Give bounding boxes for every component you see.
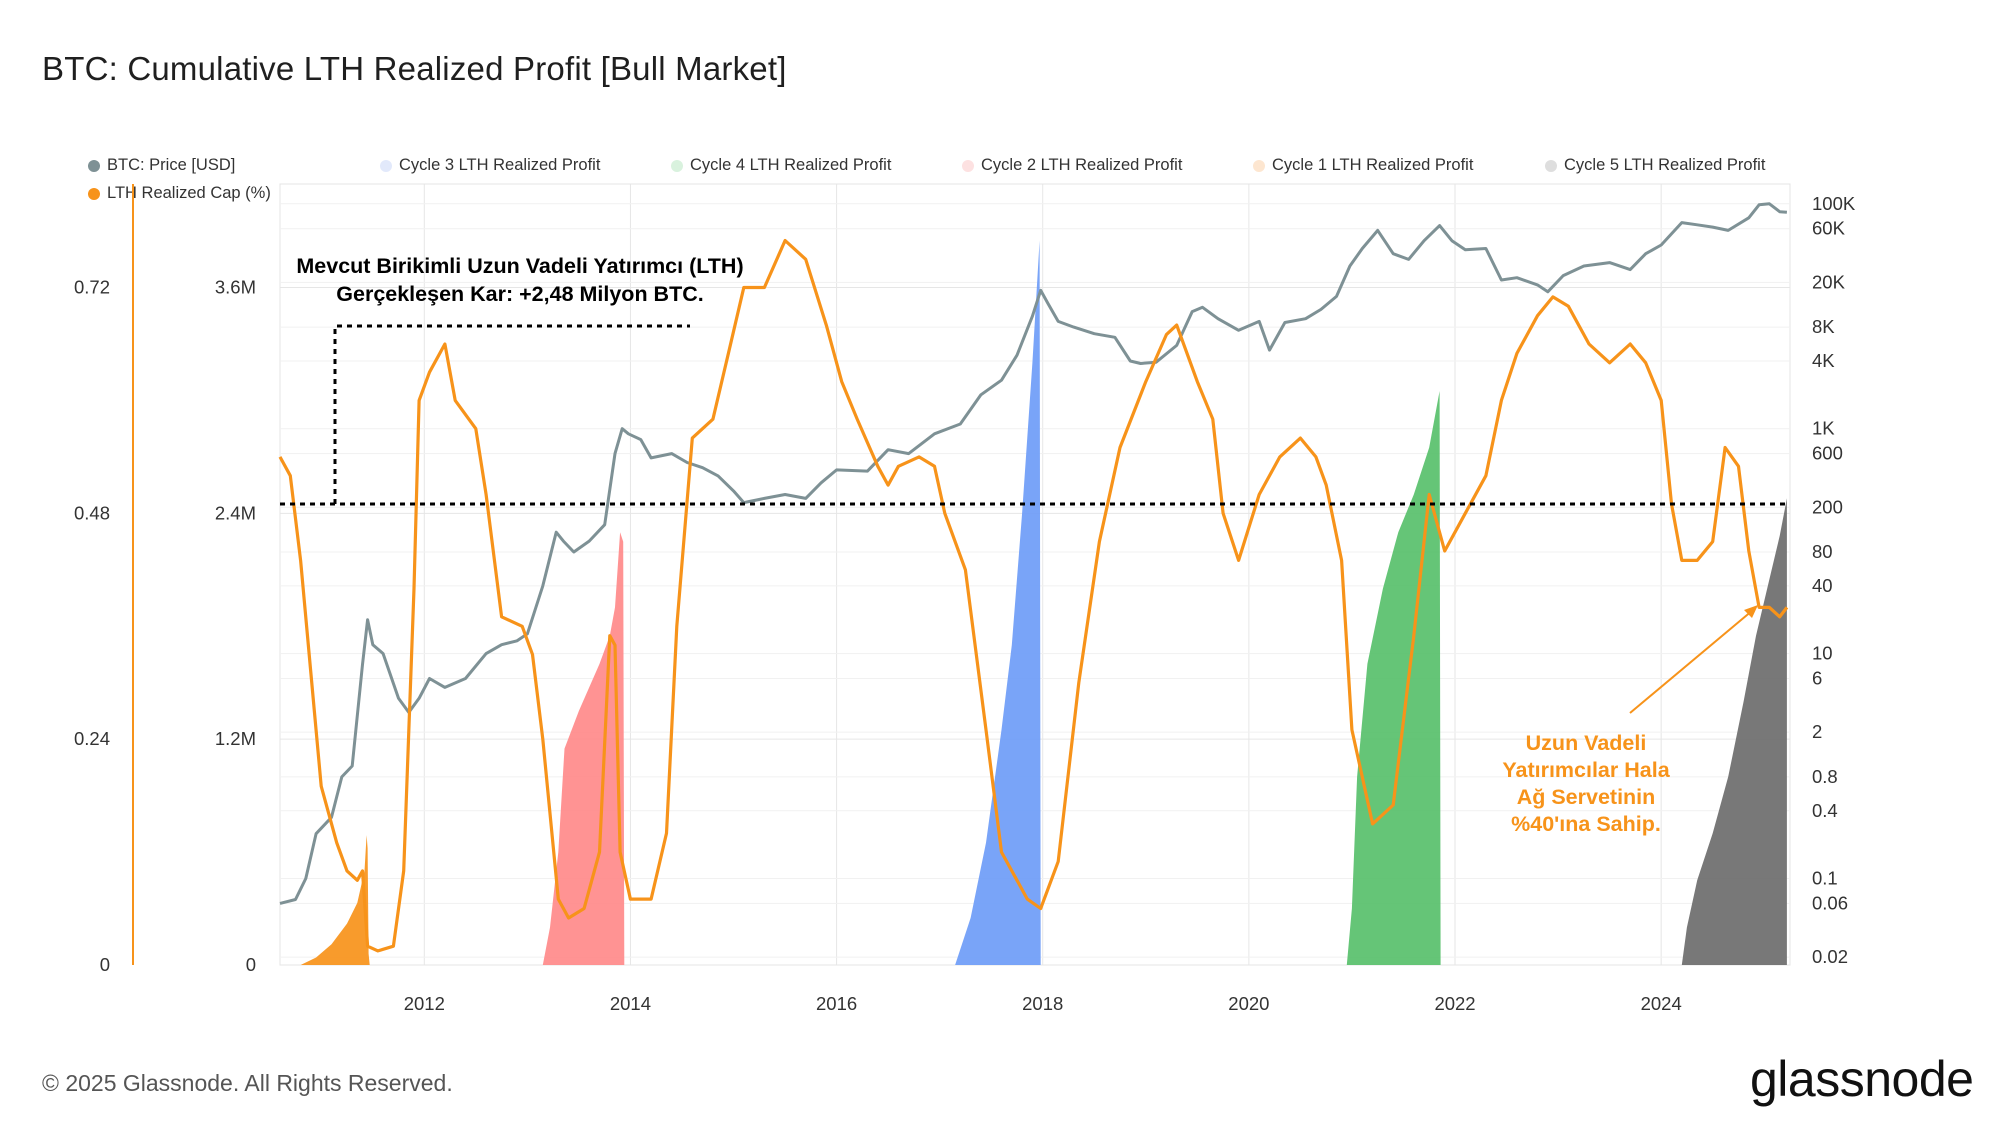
- lth-cap-line: [278, 238, 1789, 953]
- legend-label: Cycle 3 LTH Realized Profit: [399, 156, 601, 174]
- legend-dot-icon: [962, 159, 974, 172]
- price-tick-label: 2: [1812, 721, 1822, 742]
- annotation-orange-line3: Ağ Servetinin: [1517, 785, 1656, 809]
- legend-item-cycle5[interactable]: Cycle 5 LTH Realized Profit: [1545, 156, 1765, 175]
- legend-label: BTC: Price [USD]: [107, 156, 236, 174]
- price-tick-label: 1K: [1812, 418, 1835, 439]
- series-lines: [278, 202, 1789, 953]
- x-tick-label: 2022: [1434, 993, 1475, 1014]
- legend-item-price[interactable]: BTC: Price [USD]: [88, 156, 235, 175]
- price-tick-label: 0.8: [1812, 766, 1838, 787]
- price-tick-label: 0.1: [1812, 867, 1838, 888]
- copyright-footer: © 2025 Glassnode. All Rights Reserved.: [42, 1070, 453, 1096]
- legend-dot-icon: [88, 159, 100, 172]
- glassnode-logo[interactable]: glassnode: [1750, 1051, 1974, 1107]
- price-tick-label: 4K: [1812, 350, 1835, 371]
- price-tick-label: 60K: [1812, 218, 1846, 239]
- legend-item-cycle1[interactable]: Cycle 1 LTH Realized Profit: [1253, 156, 1473, 175]
- x-tick-label: 2014: [610, 993, 651, 1014]
- price-tick-label: 40: [1812, 575, 1833, 596]
- chart-title: BTC: Cumulative LTH Realized Profit [Bul…: [42, 50, 787, 87]
- x-tick-label: 2020: [1228, 993, 1269, 1014]
- legend-dot-icon: [88, 187, 100, 200]
- x-tick-label: 2018: [1022, 993, 1063, 1014]
- profit-area-3: [1346, 391, 1441, 965]
- price-tick-label: 100K: [1812, 193, 1856, 214]
- profit-area-4: [1681, 498, 1787, 965]
- x-tick-label: 2016: [816, 993, 857, 1014]
- legend-label: Cycle 2 LTH Realized Profit: [981, 156, 1183, 174]
- profit-area-1: [542, 532, 625, 965]
- legend-label: Cycle 5 LTH Realized Profit: [1564, 156, 1766, 174]
- profit-area-2: [955, 240, 1041, 965]
- price-tick-label: 600: [1812, 443, 1843, 464]
- price-tick-label: 8K: [1812, 316, 1835, 337]
- profit-areas: [300, 240, 1787, 965]
- axes: 2012 2014 2016 2018 2020 2022 2024 0 0.24 0.48 0.7…: [74, 193, 1856, 1014]
- legend-dot-icon: [1545, 159, 1557, 172]
- profit-tick-label: 2.4M: [215, 502, 256, 523]
- annotation-orange-line4: %40'ına Sahip.: [1511, 812, 1661, 836]
- annotation-bracket: [333, 324, 690, 504]
- legend-item-cycle4[interactable]: Cycle 4 LTH Realized Profit: [671, 156, 891, 175]
- legend-label: Cycle 1 LTH Realized Profit: [1272, 156, 1474, 174]
- x-tick-label: 2024: [1641, 993, 1682, 1014]
- annotation-orange-line1: Uzun Vadeli: [1526, 731, 1647, 755]
- x-tick-label: 2012: [404, 993, 445, 1014]
- legend-dot-icon: [1253, 159, 1265, 172]
- annotation-top-line1: Mevcut Birikimli Uzun Vadeli Yatırımcı (…: [296, 254, 743, 278]
- price-tick-label: 80: [1812, 541, 1833, 562]
- cap-tick-label: 0: [100, 954, 110, 975]
- price-tick-label: 0.4: [1812, 800, 1838, 821]
- price-tick-label: 200: [1812, 496, 1843, 517]
- arrow-head-icon: [1744, 605, 1758, 618]
- profit-tick-label: 3.6M: [215, 277, 256, 298]
- cap-tick-label: 0.72: [74, 277, 110, 298]
- profit-area-0: [300, 835, 370, 965]
- legend-item-cycle2[interactable]: Cycle 2 LTH Realized Profit: [962, 156, 1182, 175]
- profit-tick-label: 1.2M: [215, 728, 256, 749]
- price-line: [279, 202, 1788, 905]
- price-tick-label: 20K: [1812, 271, 1846, 292]
- annotation-orange-line2: Yatırımcılar Hala: [1502, 758, 1670, 782]
- legend-item-cycle3[interactable]: Cycle 3 LTH Realized Profit: [380, 156, 600, 175]
- price-tick-label: 0.06: [1812, 892, 1848, 913]
- price-tick-label: 6: [1812, 668, 1822, 689]
- annotation-top-line2: Gerçekleşen Kar: +2,48 Milyon BTC.: [336, 282, 703, 306]
- legend-item-lth-cap[interactable]: LTH Realized Cap (%): [88, 184, 271, 203]
- cap-tick-label: 0.24: [74, 728, 110, 749]
- legend-label: Cycle 4 LTH Realized Profit: [690, 156, 892, 174]
- legend-dot-icon: [380, 159, 392, 172]
- legend-dot-icon: [671, 159, 683, 172]
- annotation-arrow: [1629, 609, 1754, 714]
- legend-label: LTH Realized Cap (%): [107, 184, 271, 202]
- legend: BTC: Price [USD] Cycle 3 LTH Realized Pr…: [88, 156, 1808, 216]
- profit-tick-label: 0: [246, 954, 256, 975]
- cap-tick-label: 0.48: [74, 502, 110, 523]
- price-tick-label: 10: [1812, 643, 1833, 664]
- price-tick-label: 0.02: [1812, 946, 1848, 967]
